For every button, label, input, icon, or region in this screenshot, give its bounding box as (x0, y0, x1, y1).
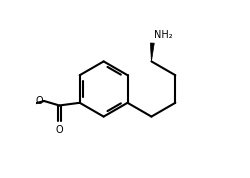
Text: O: O (56, 125, 63, 135)
Polygon shape (150, 43, 154, 61)
Text: NH₂: NH₂ (154, 30, 173, 40)
Text: O: O (35, 96, 43, 106)
